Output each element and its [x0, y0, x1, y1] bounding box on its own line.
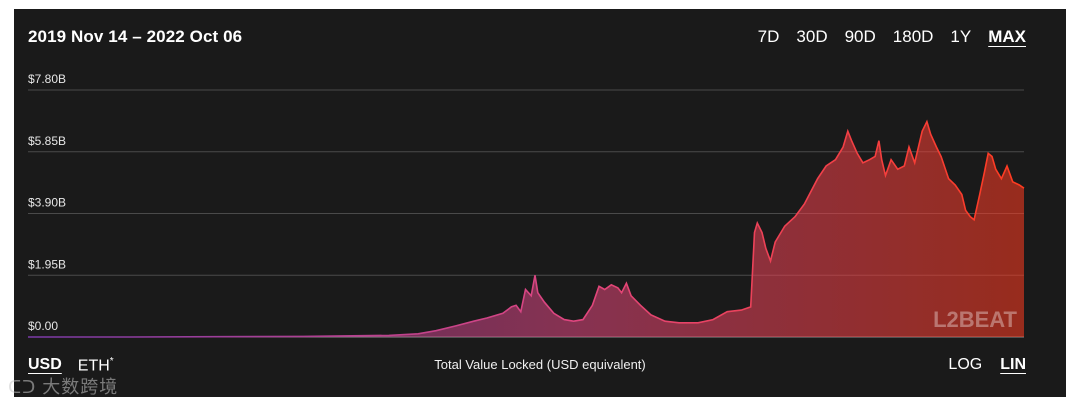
y-tick-label: $7.80B: [28, 72, 66, 86]
axis-caption: Total Value Locked (USD equivalent): [434, 357, 646, 372]
range-30d-button[interactable]: 30D: [796, 27, 828, 46]
y-tick-label: $1.95B: [28, 257, 66, 271]
lin-scale-button[interactable]: LIN: [1000, 356, 1026, 373]
tvl-area-chart: $0.00 $1.95B $3.90B $5.85B $7.80B L2BEAT: [28, 72, 1025, 338]
currency-toggle: USD ETH*: [28, 356, 114, 375]
range-max-button[interactable]: MAX: [988, 27, 1026, 46]
range-90d-button[interactable]: 90D: [844, 27, 876, 46]
usd-toggle[interactable]: USD: [28, 356, 62, 373]
y-tick-label: $3.90B: [28, 196, 66, 210]
l2beat-logo: L2BEAT: [933, 307, 1017, 332]
chart-panel: 2019 Nov 14 – 2022 Oct 06 7D 30D 90D 180…: [14, 9, 1066, 397]
watermark-icon: ᑕᑐ: [8, 377, 37, 397]
y-tick-label: $0.00: [28, 319, 58, 333]
range-7d-button[interactable]: 7D: [757, 27, 780, 46]
log-scale-button[interactable]: LOG: [948, 356, 983, 373]
watermark-text: 大数跨境: [42, 377, 119, 397]
scale-toggle: LOG LIN: [948, 356, 1026, 374]
watermark: ᑕᑐ 大数跨境: [8, 373, 118, 399]
time-range-selector: 7D 30D 90D 180D 1Y MAX: [758, 27, 1026, 47]
eth-toggle[interactable]: ETH*: [77, 356, 114, 375]
range-1y-button[interactable]: 1Y: [950, 27, 972, 46]
y-tick-label: $5.85B: [28, 134, 66, 148]
range-180d-button[interactable]: 180D: [892, 27, 934, 46]
svg-text:L2BEAT: L2BEAT: [933, 307, 1017, 332]
date-range-title: 2019 Nov 14 – 2022 Oct 06: [28, 27, 243, 46]
tvl-area-fill: [28, 121, 1024, 337]
tvl-series-line: [28, 119, 1025, 338]
